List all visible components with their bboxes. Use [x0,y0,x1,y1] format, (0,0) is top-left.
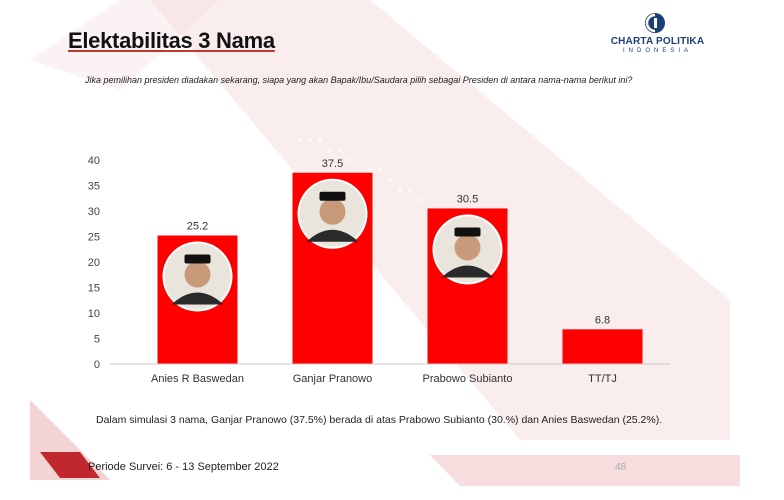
data-label: 30.5 [457,193,478,205]
summary-text: Dalam simulasi 3 nama, Ganjar Pranowo (3… [96,414,663,426]
y-tick-label: 35 [88,181,100,193]
x-axis: Anies R Baswedan Ganjar Pranowo Prabowo Su… [151,373,617,385]
y-tick-label: 15 [88,283,100,295]
portrait-face [319,198,346,225]
portrait-cap [454,227,481,237]
logo-mark-icon [645,13,665,33]
logo-name: CHARTA POLITIKA [610,36,705,47]
data-label: 25.2 [187,220,208,232]
page-title: Elektabilitas 3 Nama [68,28,275,53]
y-tick-label: 25 [88,232,100,244]
survey-question: Jika pemilihan presiden diadakan sekaran… [85,75,633,85]
y-tick-label: 30 [88,206,100,218]
brand-logo: CHARTA POLITIKA INDONESIA [600,12,715,60]
data-label: 37.5 [322,158,343,170]
logo-subtitle: INDONESIA [622,48,692,54]
portrait-body [306,229,359,242]
portrait-face [454,234,481,261]
bar [562,329,643,364]
survey-period: Periode Survei: 6 - 13 September 2022 [88,461,279,473]
data-labels: 25.2 37.5 30.5 6.8 [187,158,610,327]
y-tick-label: 0 [94,359,100,371]
x-tick-label: Ganjar Pranowo [293,373,373,385]
portraits [162,178,503,312]
portrait-cap [184,254,211,264]
y-tick-label: 20 [88,257,100,269]
portrait-body [171,292,224,305]
y-tick-label: 40 [88,155,100,167]
data-label: 6.8 [595,314,610,326]
portrait-icon [162,241,233,312]
y-tick-label: 10 [88,308,100,320]
portrait-face [184,261,211,288]
x-tick-label: TT/TJ [588,373,617,385]
y-axis: 0 5 10 15 20 25 30 35 40 [88,155,100,371]
portrait-cap [319,191,346,201]
portrait-icon [297,178,368,249]
portrait-body [441,265,494,278]
x-tick-label: Prabowo Subianto [423,373,513,385]
x-tick-label: Anies R Baswedan [151,373,244,385]
y-tick-label: 5 [94,334,100,346]
page-number: 48 [615,462,627,473]
portrait-icon [432,214,503,285]
